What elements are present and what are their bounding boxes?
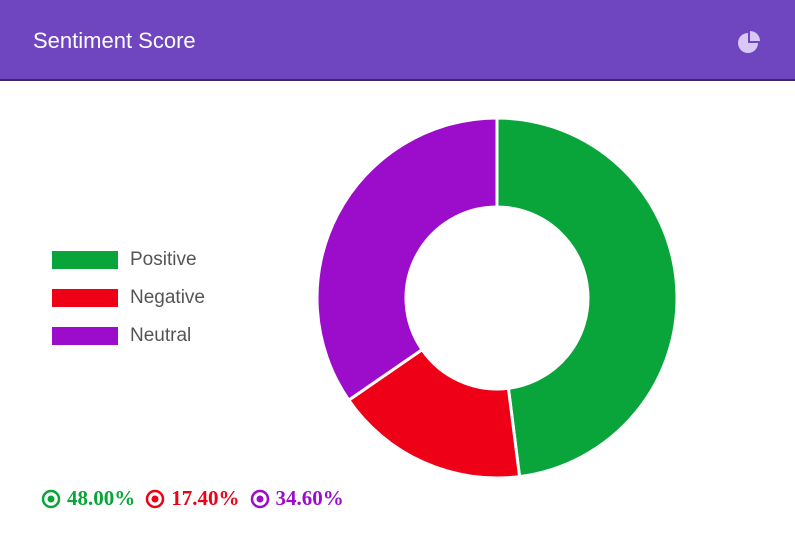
value-label: 34.60% (275, 486, 344, 510)
legend-swatch (52, 289, 118, 307)
dot-ring (146, 489, 165, 508)
donut-slice (315, 116, 499, 403)
pie-icon[interactable] (737, 30, 762, 55)
value-labels: 48.00% 17.40% 34.60% (41, 486, 344, 511)
dot-center (256, 495, 263, 502)
dot-icon (250, 489, 269, 508)
dot-center (47, 495, 55, 502)
legend-label: Neutral (130, 325, 191, 346)
legend-label: Negative (130, 287, 205, 308)
legend-swatch (52, 327, 118, 345)
header-title: Sentiment Score (33, 28, 196, 53)
chart: Positive Negative Neutral (52, 116, 679, 480)
value-label: 17.40% (171, 486, 240, 510)
value-label-item: 17.40% (145, 486, 240, 511)
value-label: 48.00% (67, 486, 136, 510)
header: Sentiment Score (0, 0, 795, 81)
value-label-item: 34.60% (250, 486, 344, 511)
dot-ring (41, 489, 61, 508)
dot-center (151, 495, 159, 502)
legend-swatch (52, 251, 118, 269)
legend-label: Positive (130, 249, 197, 270)
donut-slice (495, 116, 679, 479)
donut-slice (346, 347, 522, 480)
dot-icon (41, 489, 61, 508)
value-label-item: 48.00% (41, 486, 135, 511)
dot-icon (146, 489, 165, 508)
dot-ring (250, 489, 269, 508)
